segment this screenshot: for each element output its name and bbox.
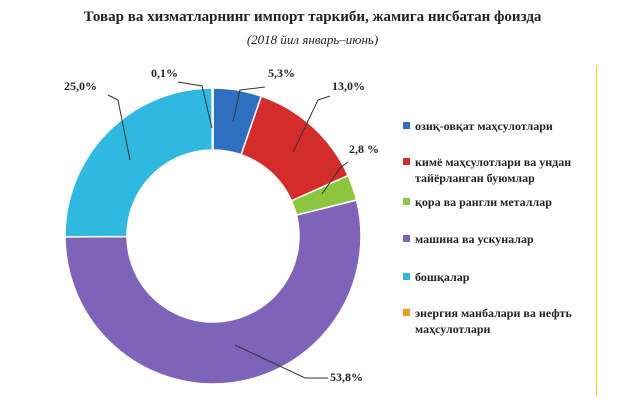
leader-line-0: [232, 86, 266, 123]
divider-line: [596, 66, 597, 396]
leader-line-4: [107, 94, 131, 161]
legend-item-other: бошқалар: [403, 269, 598, 285]
legend-item-machinery: машина ва ускуналар: [403, 231, 598, 247]
legend-item-chemicals: кимё маҳсулотлари ва ундан тайёрланган б…: [403, 154, 598, 186]
donut-slice-4: [64, 87, 214, 238]
legend-item-food: озиқ-овқат маҳсулотлари: [403, 118, 598, 134]
legend-label-energy-line2: маҳсулотлари: [415, 322, 491, 336]
legend-swatch-energy: [403, 309, 410, 316]
chart-title: Товар ва хизматларнинг импорт таркиби, ж…: [83, 9, 542, 25]
leader-line-3: [234, 344, 328, 379]
data-label-2: 2,8 %: [349, 142, 379, 156]
legend-swatch-other: [403, 273, 410, 280]
leader-line-1: [292, 95, 331, 153]
chart-subtitle: (2018 йил январь–июнь): [246, 32, 379, 47]
legend-label-chemicals-line2: тайёрланган буюмлар: [415, 171, 535, 185]
data-label-1: 13,0%: [332, 79, 365, 93]
legend-label-chemicals-line1: кимё маҳсулотлари ва ундан: [415, 155, 572, 169]
legend-label-other: бошқалар: [415, 270, 470, 284]
donut-slice-3: [64, 199, 362, 385]
legend-item-energy: энергия манбалари ва нефть маҳсулотлари: [403, 305, 598, 337]
legend-swatch-machinery: [403, 235, 410, 242]
leader-line-5: [177, 81, 213, 129]
legend-item-metals: қора ва рангли металлар: [403, 194, 598, 210]
legend-label-metals: қора ва рангли металлар: [415, 195, 552, 209]
data-label-3: 53,8%: [330, 370, 363, 384]
legend-swatch-food: [403, 122, 410, 129]
legend-label-energy-line1: энергия манбалари ва нефть: [415, 306, 572, 320]
legend-label-machinery: машина ва ускуналар: [415, 232, 534, 246]
legend-label-food: озиқ-овқат маҳсулотлари: [415, 119, 553, 133]
data-label-4: 25,0%: [64, 79, 97, 93]
data-label-5: 0,1%: [151, 66, 178, 80]
data-label-0: 5,3%: [268, 66, 295, 80]
legend-swatch-metals: [403, 198, 410, 205]
legend-swatch-chemicals: [403, 158, 410, 165]
donut-slice-5: [211, 87, 214, 151]
leader-line-2: [321, 161, 349, 195]
